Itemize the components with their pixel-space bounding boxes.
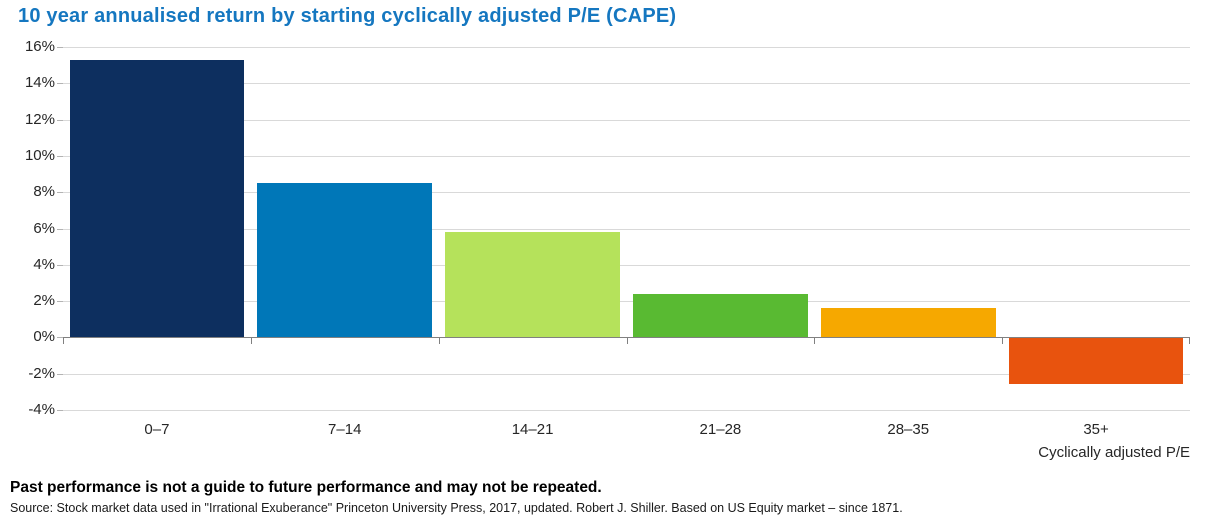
chart-title: 10 year annualised return by starting cy…: [18, 5, 677, 27]
gridline: [63, 374, 1190, 375]
y-axis-tick: [57, 410, 63, 411]
x-axis-label: 21–28: [699, 421, 742, 438]
x-axis-tick: [627, 337, 628, 344]
plot-area: [57, 47, 1190, 411]
bar-28–35: [820, 308, 996, 337]
y-axis-label: 4%: [33, 256, 55, 273]
y-axis-tick: [57, 337, 63, 338]
x-axis-label: 28–35: [887, 421, 930, 438]
x-axis-tick: [1002, 337, 1003, 344]
x-axis-title: Cyclically adjusted P/E: [1038, 444, 1190, 461]
gridline: [63, 156, 1190, 157]
x-axis-label: 0–7: [144, 421, 170, 438]
x-axis-labels: 0–7 7–14 14–21 21–28 28–35 35+: [63, 421, 1190, 441]
source-note: Source: Stock market data used in "Irrat…: [10, 501, 903, 515]
zero-axis-line: [63, 337, 1190, 338]
x-axis-label: 14–21: [511, 421, 554, 438]
past-performance-disclaimer: Past performance is not a guide to futur…: [10, 479, 602, 496]
x-axis-tick: [1189, 337, 1190, 344]
y-axis-label: 0%: [33, 328, 55, 345]
y-axis-label: -4%: [28, 401, 55, 418]
y-axis-label: 14%: [24, 74, 55, 91]
y-axis-tick: [57, 192, 63, 193]
gridline: [63, 410, 1190, 411]
x-axis-tick: [251, 337, 252, 344]
y-axis-label: 10%: [24, 147, 55, 164]
y-axis-tick: [57, 265, 63, 266]
x-axis-label: 7–14: [328, 421, 362, 438]
x-axis-tick: [63, 337, 64, 344]
y-axis-tick: [57, 120, 63, 121]
y-axis-tick: [57, 374, 63, 375]
gridline: [63, 47, 1190, 48]
y-axis-label: 6%: [33, 220, 55, 237]
gridline: [63, 229, 1190, 230]
y-axis-tick: [57, 301, 63, 302]
y-axis-label: 16%: [24, 38, 55, 55]
gridline: [63, 83, 1190, 84]
y-axis-label: 12%: [24, 111, 55, 128]
bar-35+: [1008, 337, 1184, 384]
x-axis-tick: [814, 337, 815, 344]
gridline: [63, 120, 1190, 121]
bar-14–21: [445, 232, 620, 337]
y-axis-tick: [57, 156, 63, 157]
y-axis-tick: [57, 83, 63, 84]
y-axis-label: 2%: [33, 292, 55, 309]
bar-21–28: [633, 294, 808, 338]
bar-0–7: [69, 60, 245, 338]
gridline: [63, 192, 1190, 193]
y-axis-tick: [57, 47, 63, 48]
gridline: [63, 301, 1190, 302]
y-axis-label: 8%: [33, 183, 55, 200]
gridline: [63, 265, 1190, 266]
y-axis-label: -2%: [28, 365, 55, 382]
x-axis-tick: [439, 337, 440, 344]
x-axis-label: 35+: [1083, 421, 1109, 438]
y-axis-tick: [57, 229, 63, 230]
bar-7–14: [257, 183, 433, 337]
